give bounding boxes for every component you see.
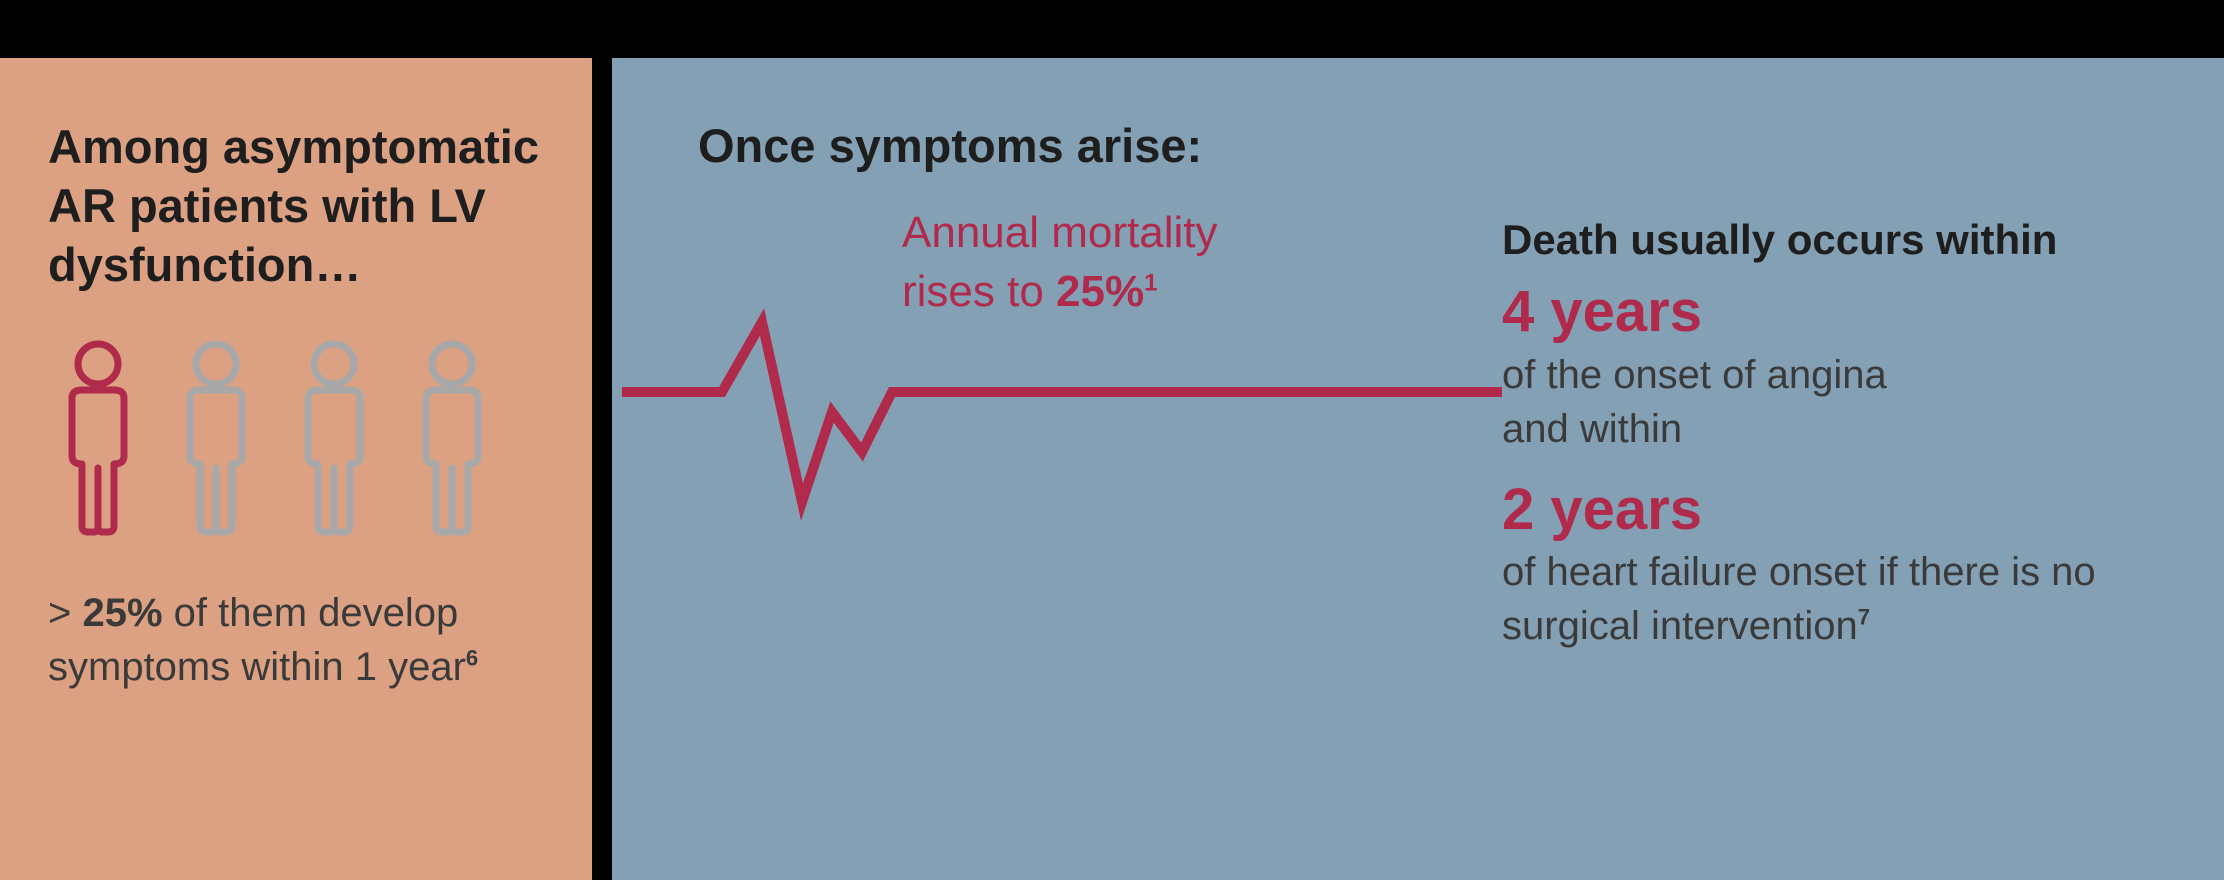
death-4years-sub-line1: of the onset of angina: [1502, 353, 1887, 397]
death-2years-sup: 7: [1858, 605, 1870, 630]
person-icon: [48, 336, 148, 536]
person-icon: [166, 336, 266, 536]
left-title: Among asymptomatic AR patients with LV d…: [48, 118, 544, 294]
mortality-block: Annual mortality rises to 25%1: [622, 203, 1502, 542]
death-4years-sub-line2: and within: [1502, 407, 1682, 451]
death-intro: Death usually occurs within: [1502, 211, 2154, 270]
death-2years-sub: of heart failure onset if there is no su…: [1502, 545, 2154, 653]
left-body-sup: 6: [466, 646, 478, 671]
mortality-line1: Annual mortality: [902, 208, 1217, 257]
death-4years-sub: of the onset of angina and within: [1502, 348, 2154, 456]
left-body-bold: 25%: [82, 591, 162, 635]
left-body-prefix: >: [48, 591, 82, 635]
death-2years-sub-text: of heart failure onset if there is no su…: [1502, 550, 2096, 648]
mortality-line2-prefix: rises to: [902, 267, 1056, 316]
panel-gap: [592, 58, 612, 880]
mortality-sup: 1: [1144, 270, 1157, 297]
right-title: Once symptoms arise:: [698, 118, 2154, 173]
mortality-line2-bold: 25%: [1056, 267, 1144, 316]
ecg-line-icon: [622, 302, 1502, 542]
person-icon: [402, 336, 502, 536]
right-content-row: Annual mortality rises to 25%1 Death usu…: [622, 203, 2154, 653]
people-icon-row: [48, 336, 544, 536]
infographic-root: Among asymptomatic AR patients with LV d…: [0, 0, 2224, 880]
death-block: Death usually occurs within 4 years of t…: [1502, 203, 2154, 653]
right-panel: Once symptoms arise: Annual mortality ri…: [612, 58, 2224, 880]
death-2years: 2 years: [1502, 478, 2154, 542]
death-4years: 4 years: [1502, 280, 2154, 344]
left-body-text: > 25% of them develop symptoms within 1 …: [48, 586, 544, 694]
left-panel: Among asymptomatic AR patients with LV d…: [0, 58, 592, 880]
person-icon: [284, 336, 384, 536]
